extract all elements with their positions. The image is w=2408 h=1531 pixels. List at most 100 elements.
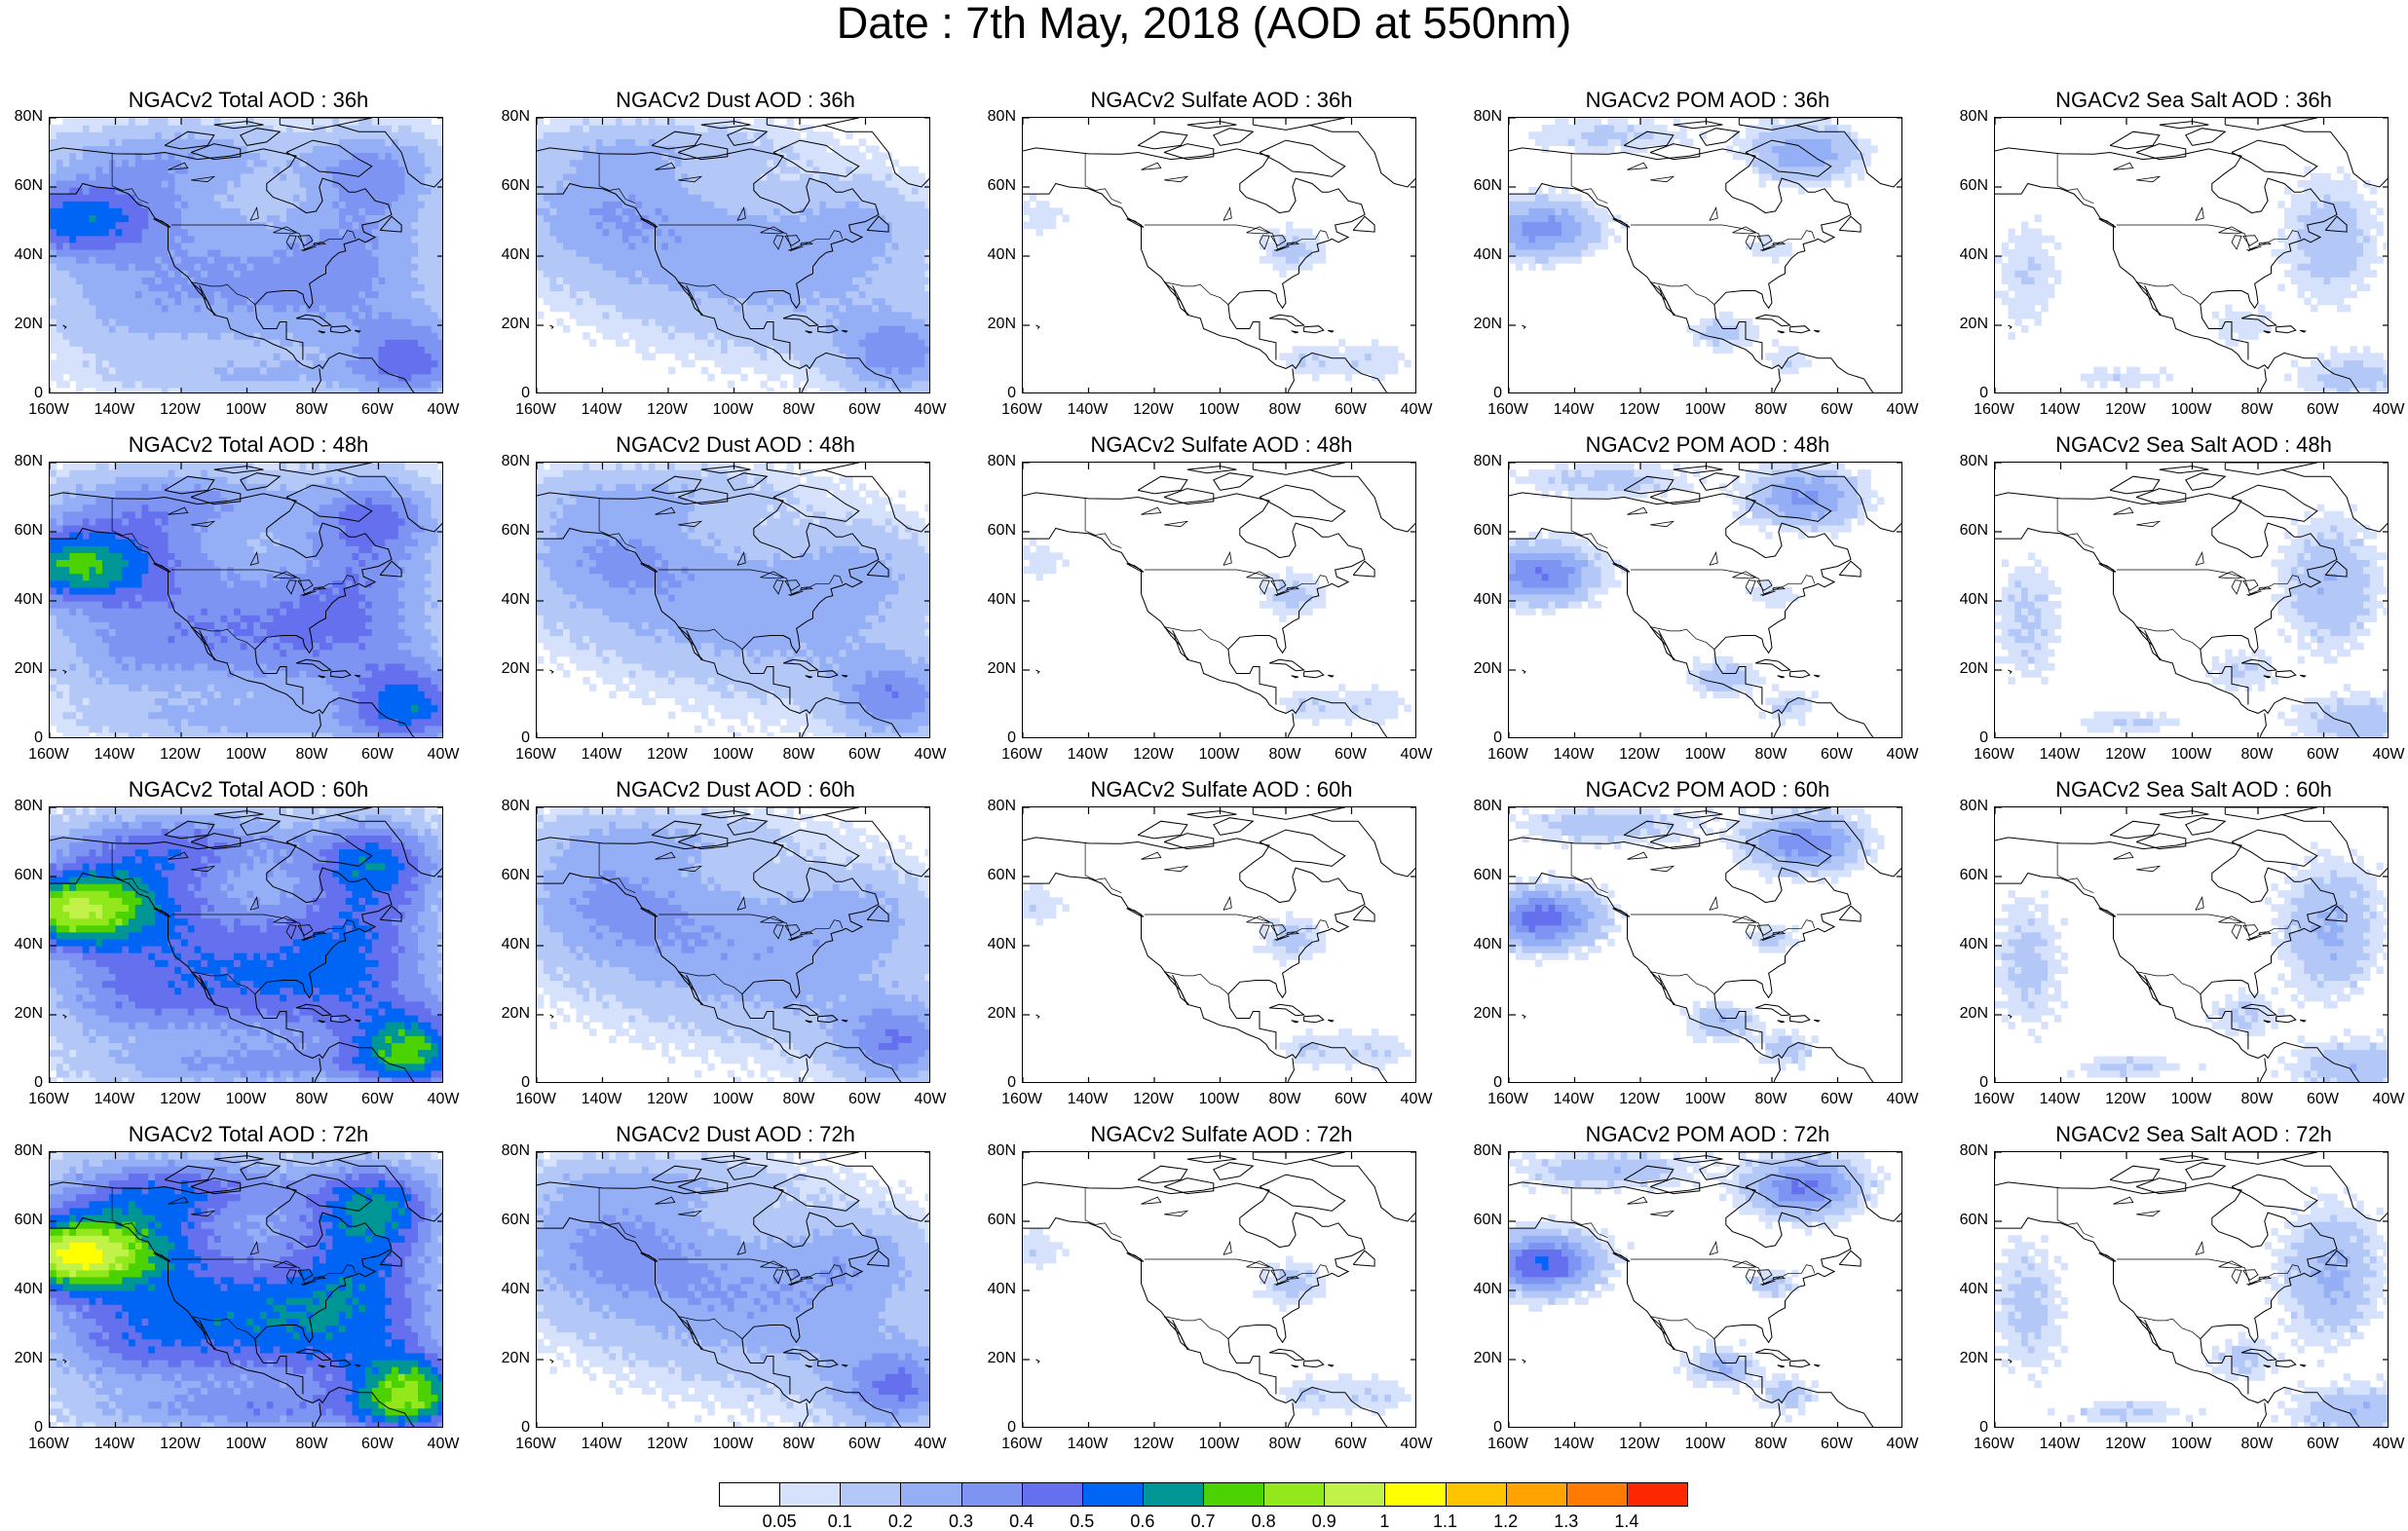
aod-cell <box>273 145 281 154</box>
aod-cell <box>213 118 222 126</box>
aod-cell <box>661 242 669 250</box>
aod-cell <box>332 179 340 188</box>
aod-cell <box>234 194 242 202</box>
aod-cell <box>767 346 774 354</box>
aod-cell <box>299 277 307 284</box>
aod-cell <box>134 304 143 313</box>
aod-cell <box>819 304 827 313</box>
aod-cell <box>174 283 182 292</box>
aod-cell <box>655 317 662 326</box>
aod-cell <box>220 228 228 237</box>
aod-cell <box>688 207 696 215</box>
aod-cell <box>306 179 314 188</box>
aod-cell <box>148 179 156 188</box>
aod-cell <box>187 179 196 188</box>
aod-cell <box>911 297 920 306</box>
aod-cell <box>358 297 366 306</box>
aod-cell <box>753 194 762 202</box>
aod-cell <box>246 317 254 326</box>
aod-cell <box>365 235 373 243</box>
aod-cell <box>905 339 913 347</box>
aod-cell <box>339 346 347 354</box>
aod-cell <box>260 380 268 389</box>
aod-cell <box>858 194 867 202</box>
coastline <box>1213 128 1255 146</box>
aod-cell <box>89 332 96 340</box>
aod-cell <box>727 214 735 223</box>
aod-cell <box>313 248 320 257</box>
aod-cell <box>609 283 617 292</box>
aod-cell <box>589 242 597 250</box>
aod-cell <box>280 277 287 284</box>
aod-cell <box>865 256 873 264</box>
aod-cell <box>700 131 709 139</box>
aod-cell <box>1785 359 1792 368</box>
aod-cell <box>246 152 254 161</box>
aod-cell <box>273 346 281 354</box>
aod-cell <box>549 172 557 181</box>
aod-cell <box>319 380 327 389</box>
aod-cell <box>352 242 359 250</box>
aod-cell <box>332 325 340 333</box>
aod-cell <box>549 248 557 257</box>
aod-cell <box>253 159 261 168</box>
aod-cell <box>95 118 103 126</box>
aod-cell <box>213 332 222 340</box>
aod-cell <box>747 187 755 195</box>
aod-cell <box>339 166 347 174</box>
aod-cell <box>266 290 275 299</box>
lat-tick-label: 0 <box>487 385 530 402</box>
aod-cell <box>227 125 235 132</box>
aod-cell <box>201 221 208 230</box>
aod-cell <box>246 235 254 243</box>
coastline <box>700 121 751 130</box>
aod-cell <box>240 373 248 382</box>
aod-cell <box>89 235 96 243</box>
aod-cell <box>50 228 57 237</box>
aod-cell <box>806 263 814 271</box>
aod-cell <box>220 277 228 284</box>
aod-cell <box>1772 359 1780 368</box>
aod-cell <box>273 373 281 382</box>
aod-cell <box>583 277 590 284</box>
aod-cell <box>299 366 307 375</box>
aod-cell <box>714 214 722 223</box>
aod-cell <box>1785 353 1792 361</box>
aod-cell <box>115 201 123 208</box>
aod-cell <box>595 311 604 319</box>
aod-cell <box>740 172 748 181</box>
aod-cell <box>884 152 893 161</box>
aod-cell <box>365 187 373 195</box>
aod-cell <box>576 270 583 278</box>
aod-cell <box>325 187 333 195</box>
aod-cell <box>688 179 696 188</box>
aod-cell <box>397 359 406 368</box>
aod-cell <box>319 332 327 340</box>
aod-cell <box>155 235 163 243</box>
aod-cell <box>50 235 57 243</box>
aod-cell <box>1541 248 1550 257</box>
aod-cell <box>549 235 557 243</box>
aod-cell <box>655 270 662 278</box>
aod-cell <box>115 311 123 319</box>
aod-cell <box>392 179 399 188</box>
aod-cell <box>292 201 301 208</box>
aod-cell <box>213 317 222 326</box>
aod-cell <box>616 214 623 223</box>
aod-cell <box>319 297 327 306</box>
aod-cell <box>1260 235 1267 243</box>
aod-cell <box>884 366 893 375</box>
aod-cell <box>201 207 208 215</box>
aod-cell <box>266 311 275 319</box>
aod-cell <box>299 304 307 313</box>
aod-cell <box>155 317 163 326</box>
aod-cell <box>260 373 268 382</box>
aod-cell <box>418 353 426 361</box>
aod-cell <box>865 228 873 237</box>
aod-cell <box>306 138 314 146</box>
aod-cell <box>313 346 320 354</box>
coastline <box>1352 215 1375 233</box>
lat-tick-label: 80N <box>487 108 530 126</box>
aod-cell <box>325 387 333 392</box>
aod-cell <box>642 166 650 174</box>
